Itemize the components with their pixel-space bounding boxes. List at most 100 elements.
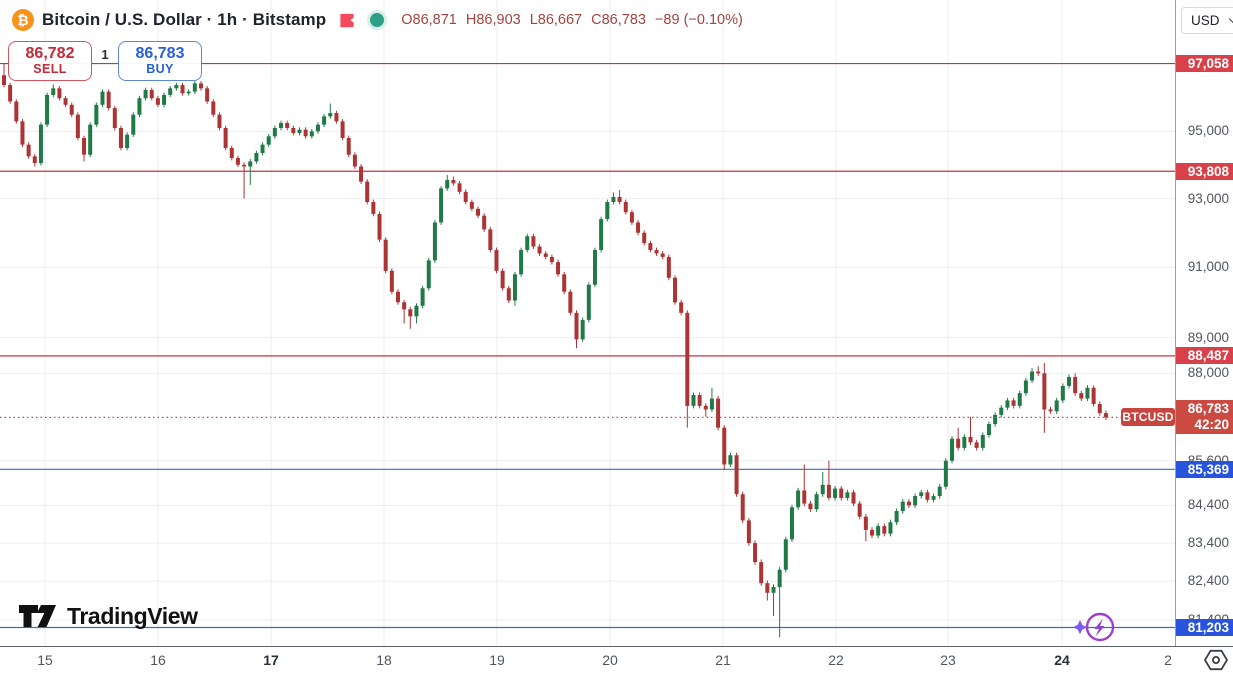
candle-body [900, 501, 905, 512]
candle-body [660, 253, 665, 257]
price-axis[interactable]: USD 86,783 42:20 95,000 93,000 91,000 89,00… [1175, 0, 1233, 646]
candle-body [568, 291, 573, 313]
symbol-title[interactable]: Bitcoin / U.S. Dollar · 1h · Bitstamp [42, 10, 327, 29]
candle-body [500, 270, 505, 289]
candle-body [1079, 393, 1084, 399]
candle-body [617, 196, 622, 203]
candle-body [476, 208, 481, 216]
candle-body [254, 153, 259, 162]
price-tick-83,400: 83,400 [1187, 535, 1229, 551]
change-value: −89 (−0.10%) [654, 12, 743, 28]
candle-body [192, 83, 197, 92]
chevron-down-icon [1228, 14, 1233, 24]
candle-body [679, 302, 684, 313]
candle-body [217, 114, 222, 128]
candle-body [482, 215, 487, 230]
candle-body [1011, 400, 1016, 406]
candle-body [118, 127, 123, 149]
candle-body [248, 161, 253, 167]
candle-body [8, 85, 13, 102]
last-price-label: 86,783 42:20 [1176, 400, 1233, 435]
candle-body [174, 85, 179, 89]
candle-body [63, 98, 68, 105]
sell-label: SELL [33, 61, 67, 76]
symbol-price-tag: BTCUSD [1121, 408, 1175, 427]
candle-body [993, 414, 998, 425]
candle-body [359, 166, 364, 182]
candle-body [931, 496, 936, 500]
candle-body [340, 121, 345, 138]
candle-body [426, 260, 431, 289]
candle-body [950, 438, 955, 461]
buy-button[interactable]: 86,783 BUY [118, 41, 202, 81]
tradingview-logo[interactable]: TradingView [18, 601, 198, 631]
candle-body [623, 202, 628, 213]
candle-body [322, 116, 327, 125]
market-status-icon[interactable] [367, 10, 388, 30]
candle-body [537, 246, 542, 254]
candle-body [488, 229, 493, 251]
buy-label: BUY [146, 61, 174, 76]
candle-body [820, 484, 825, 495]
candle-body [636, 222, 641, 233]
candle-body [586, 284, 591, 320]
time-label-24: 24 [1054, 652, 1070, 668]
candle-body [26, 144, 31, 157]
chart-canvas[interactable] [0, 0, 1175, 646]
time-label-18: 18 [376, 652, 392, 668]
candle-body [968, 436, 973, 443]
candle-body [691, 394, 696, 406]
sell-button[interactable]: 86,782 SELL [8, 41, 92, 81]
candle-body [383, 239, 388, 271]
candle-body [716, 398, 721, 428]
candle-body [328, 113, 333, 117]
candle-body [851, 492, 856, 504]
level-label-88,487: 88,487 [1176, 347, 1233, 365]
candle-body [937, 486, 942, 497]
candle-body [697, 394, 702, 406]
time-axis[interactable]: 15 16 17 18 19 20 21 22 23 24 2 [0, 646, 1233, 674]
candle-body [722, 427, 727, 465]
candle-body [777, 569, 782, 588]
candle-body [75, 114, 80, 138]
candle-body [168, 88, 173, 95]
candle-body [211, 101, 216, 115]
candle-body [765, 583, 770, 593]
candle-body [1048, 409, 1053, 412]
candle-body [771, 587, 776, 593]
candle-body [543, 253, 548, 257]
candle-body [2, 75, 6, 86]
currency-dropdown[interactable]: USD [1181, 7, 1233, 34]
candle-body [845, 492, 850, 498]
time-label-17: 17 [263, 652, 279, 668]
candle-body [149, 89, 154, 99]
last-price-value: 86,783 [1187, 401, 1229, 417]
candle-body [906, 501, 911, 506]
currency-label: USD [1191, 13, 1220, 28]
candle-body [266, 136, 271, 145]
candle-body [260, 144, 265, 154]
candle-body [531, 236, 536, 247]
candle-body [746, 520, 751, 544]
flag-icon[interactable] [338, 12, 355, 29]
time-label-19: 19 [489, 652, 505, 668]
bitcoin-logo-icon: ₿ [12, 9, 34, 31]
candle-body [69, 104, 74, 115]
candle-body [439, 188, 444, 223]
candle-body [82, 137, 87, 155]
candle-body [974, 442, 979, 448]
candle-body [371, 202, 376, 214]
settings-icon[interactable] [1201, 648, 1231, 674]
candle-body [1085, 387, 1090, 399]
candle-body [580, 319, 585, 340]
candle-body [611, 196, 616, 203]
candle-body [88, 124, 93, 155]
candle-body [605, 202, 610, 220]
sell-price: 86,782 [25, 45, 75, 63]
candle-body [802, 490, 807, 504]
tradingview-logo-icon [19, 605, 56, 627]
time-label-21: 21 [715, 652, 731, 668]
boost-icon[interactable] [1068, 606, 1120, 653]
candle-body [451, 179, 456, 184]
time-label-15: 15 [37, 652, 53, 668]
